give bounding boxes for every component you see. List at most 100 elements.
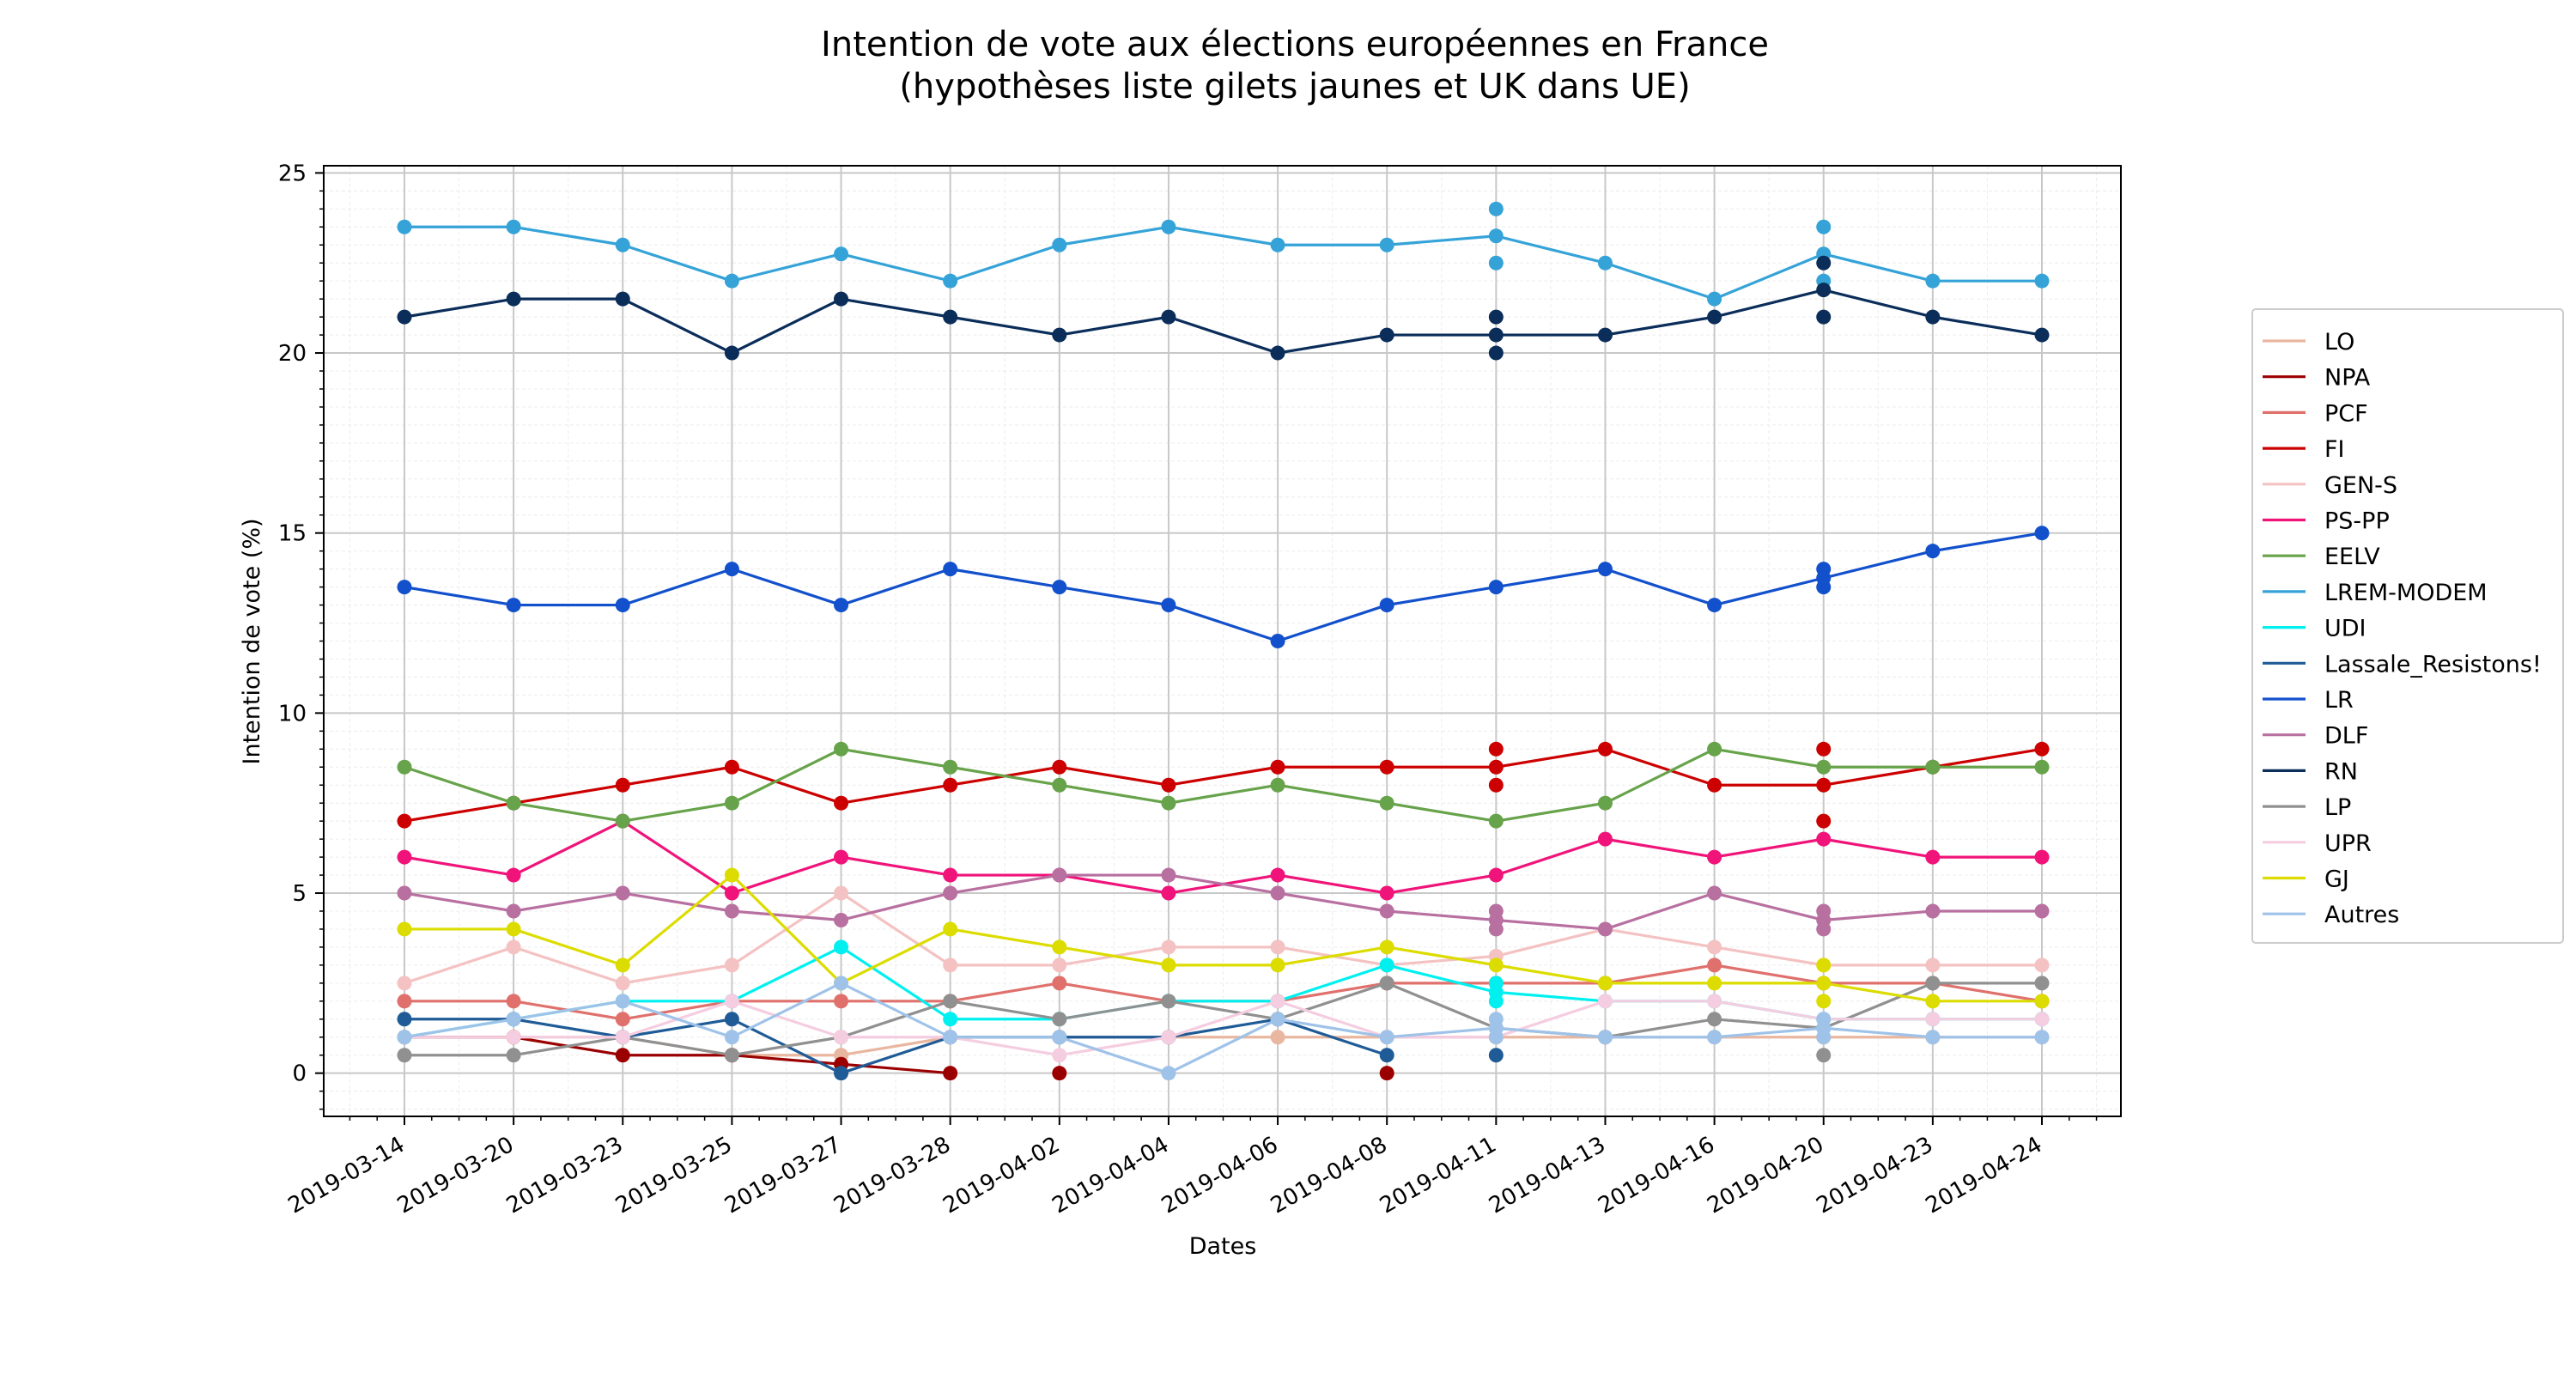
data-point-lr bbox=[1052, 580, 1067, 595]
data-point-fi bbox=[1052, 759, 1067, 775]
data-point-dlf bbox=[834, 912, 849, 927]
data-point-lr bbox=[2034, 526, 2050, 541]
data-point-upr bbox=[1052, 1048, 1067, 1063]
data-point-ps-pp bbox=[1597, 831, 1613, 847]
data-point-gen-s bbox=[1270, 939, 1285, 955]
extra-point-lrem-modem bbox=[1488, 255, 1504, 271]
series-line-gj bbox=[404, 873, 2042, 1003]
data-point-rn bbox=[1816, 283, 1832, 298]
legend: LO NPA PCF FI GEN-S PS-PP EELV LREM-MODEM UDI Las… bbox=[2251, 308, 2564, 944]
data-point-gen-s bbox=[397, 976, 412, 991]
data-point-upr bbox=[834, 1030, 849, 1045]
data-point-pcf bbox=[834, 994, 849, 1009]
extra-point-rn bbox=[1488, 345, 1504, 361]
data-point-fi bbox=[943, 777, 958, 793]
data-point-gj bbox=[1161, 958, 1176, 973]
data-point-ps-pp bbox=[506, 867, 521, 883]
data-point-dlf bbox=[1270, 885, 1285, 901]
data-point-dlf bbox=[1597, 921, 1613, 937]
data-point-lr bbox=[943, 562, 958, 577]
extra-point-lp bbox=[1816, 1048, 1832, 1063]
data-point-gen-s bbox=[724, 958, 739, 973]
data-point-upr bbox=[615, 1030, 630, 1045]
data-point-autres bbox=[2034, 1030, 2050, 1045]
y-tick-label: 15 bbox=[278, 521, 307, 547]
data-point-fi bbox=[2034, 741, 2050, 757]
data-point-lassale-resistons bbox=[397, 1012, 412, 1027]
data-point-fi bbox=[615, 777, 630, 793]
data-point-eelv bbox=[506, 795, 521, 811]
data-point-lr bbox=[1925, 544, 1941, 559]
data-point-lp bbox=[1925, 976, 1941, 991]
extra-point-dlf bbox=[1816, 921, 1832, 937]
data-point-lassale-resistons bbox=[1379, 1048, 1394, 1063]
series-gen-s bbox=[397, 885, 2050, 991]
data-point-lrem-modem bbox=[2034, 273, 2050, 289]
data-point-ps-pp bbox=[1161, 885, 1176, 901]
data-point-rn bbox=[397, 309, 412, 325]
data-point-eelv bbox=[1052, 777, 1067, 793]
legend-entry-upr: UPR bbox=[2324, 830, 2372, 857]
extra-point-udi bbox=[1488, 994, 1504, 1009]
extra-point-rn bbox=[1816, 255, 1832, 271]
data-point-fi bbox=[1379, 759, 1394, 775]
data-point-eelv bbox=[834, 741, 849, 757]
data-point-lr bbox=[724, 562, 739, 577]
extra-point-fi bbox=[1488, 741, 1504, 757]
data-point-lrem-modem bbox=[1270, 237, 1285, 252]
data-point-autres bbox=[397, 1030, 412, 1045]
data-point-gen-s bbox=[506, 939, 521, 955]
data-point-lp bbox=[1052, 1012, 1067, 1027]
extra-point-rn bbox=[1816, 309, 1832, 325]
data-point-rn bbox=[724, 345, 739, 361]
data-point-lrem-modem bbox=[834, 246, 849, 262]
series-dlf bbox=[397, 867, 2050, 937]
y-tick-label: 25 bbox=[278, 161, 307, 186]
data-point-lr bbox=[1488, 580, 1504, 595]
data-point-eelv bbox=[1379, 795, 1394, 811]
data-point-pcf bbox=[1052, 976, 1067, 991]
y-axis-label: Intention de vote (%) bbox=[239, 518, 265, 764]
data-point-autres bbox=[834, 976, 849, 991]
data-point-gen-s bbox=[1707, 939, 1722, 955]
series-line-eelv bbox=[404, 747, 2042, 823]
data-point-eelv bbox=[1161, 795, 1176, 811]
data-point-lrem-modem bbox=[1052, 237, 1067, 252]
data-point-rn bbox=[2034, 327, 2050, 343]
legend-entry-lo: LO bbox=[2324, 329, 2354, 356]
legend-entry-udi: UDI bbox=[2324, 616, 2366, 642]
data-point-rn bbox=[506, 291, 521, 307]
data-point-rn bbox=[1707, 309, 1722, 325]
legend-entry-lrem-modem: LREM-MODEM bbox=[2324, 580, 2488, 606]
data-point-lr bbox=[1379, 598, 1394, 613]
data-point-eelv bbox=[2034, 759, 2050, 775]
data-point-ps-pp bbox=[1379, 885, 1394, 901]
data-point-eelv bbox=[943, 759, 958, 775]
legend-entry-lr: LR bbox=[2324, 687, 2354, 714]
data-point-dlf bbox=[1052, 867, 1067, 883]
data-point-eelv bbox=[615, 813, 630, 829]
data-point-lrem-modem bbox=[506, 219, 521, 234]
data-point-fi bbox=[724, 759, 739, 775]
data-point-gen-s bbox=[1161, 939, 1176, 955]
data-point-upr bbox=[1161, 1030, 1176, 1045]
data-point-lp bbox=[1379, 976, 1394, 991]
data-point-ps-pp bbox=[2034, 849, 2050, 865]
data-point-autres bbox=[943, 1030, 958, 1045]
data-point-autres bbox=[724, 1030, 739, 1045]
data-point-eelv bbox=[1270, 777, 1285, 793]
data-point-gj bbox=[724, 867, 739, 883]
data-point-lrem-modem bbox=[1488, 228, 1504, 244]
data-point-lr bbox=[615, 598, 630, 613]
extra-point-dlf bbox=[1488, 921, 1504, 937]
data-point-udi bbox=[1379, 958, 1394, 973]
series-line-autres bbox=[404, 982, 2042, 1075]
extra-point-fi bbox=[1816, 813, 1832, 829]
data-point-lassale-resistons bbox=[834, 1066, 849, 1081]
data-point-upr bbox=[1925, 1012, 1941, 1027]
data-point-dlf bbox=[2034, 903, 2050, 919]
data-point-gj bbox=[1270, 958, 1285, 973]
data-point-gen-s bbox=[834, 885, 849, 901]
data-point-udi bbox=[943, 1012, 958, 1027]
